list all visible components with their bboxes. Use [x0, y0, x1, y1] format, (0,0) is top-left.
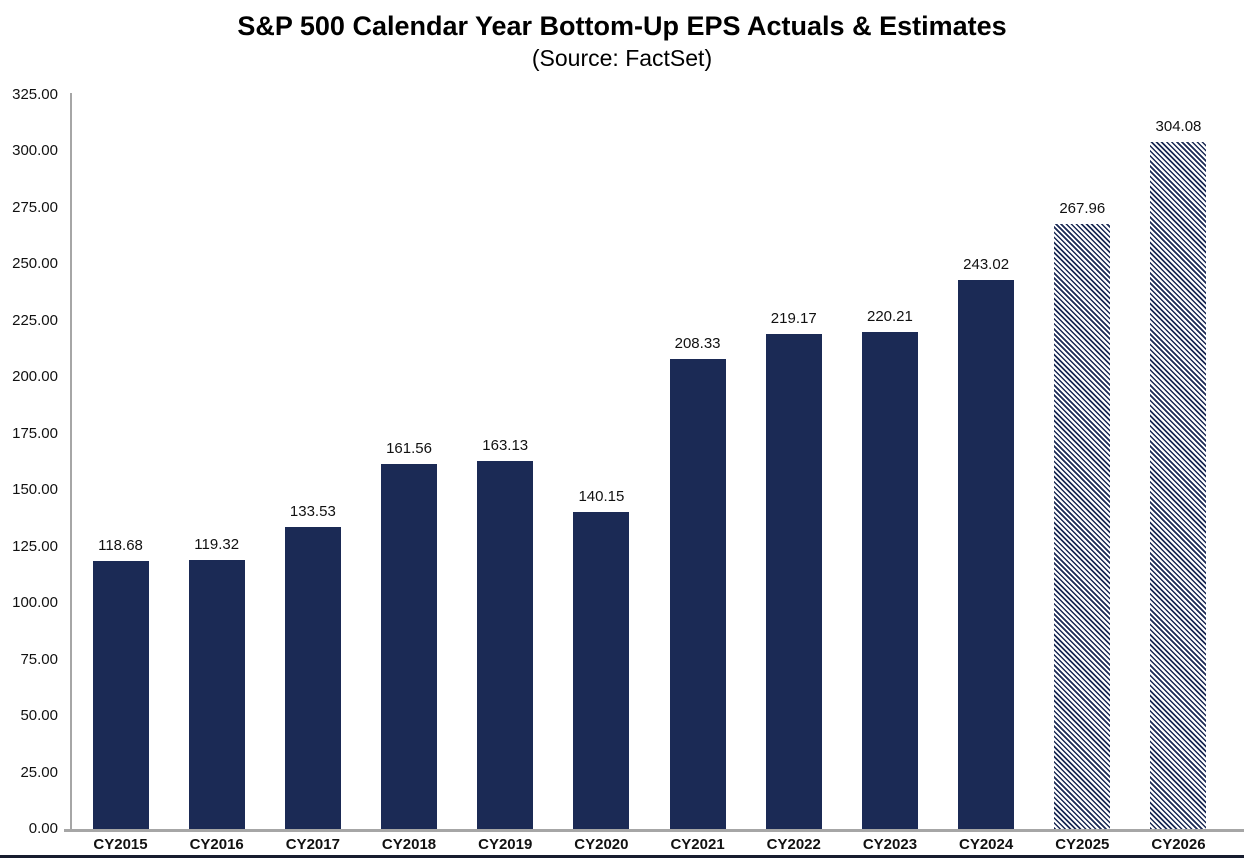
bar-CY2022	[765, 334, 822, 829]
x-tick-CY2020: CY2020	[574, 836, 629, 853]
bar-CY2016	[188, 559, 245, 829]
bar-CY2019	[477, 460, 534, 829]
y-axis-tick-label: 50.00	[20, 707, 58, 725]
value-label-CY2018: 161.56	[386, 440, 432, 458]
y-axis-tick-label: 25.00	[20, 763, 58, 781]
value-label-CY2016: 119.32	[194, 535, 240, 553]
value-label-CY2017: 133.53	[289, 503, 336, 521]
value-label-CY2025: 267.96	[1059, 199, 1106, 217]
x-tick-CY2018: CY2018	[381, 836, 437, 853]
plot-area: 0.00 25.00 50.00 75.00 100.00 125.00 150.00 175…	[12, 86, 1244, 853]
value-label-CY2026: 304.08	[1155, 118, 1202, 136]
x-axis-line	[64, 829, 1244, 832]
y-axis-tick-label: 250.00	[12, 255, 58, 273]
value-label-CY2021: 208.33	[674, 334, 721, 352]
bar-CY2024	[958, 280, 1015, 829]
value-label-CY2022: 219.17	[770, 310, 817, 328]
x-tick-CY2019: CY2019	[478, 836, 533, 853]
y-axis-tick-label: 125.00	[12, 537, 58, 555]
bar-CY2015	[92, 560, 149, 829]
y-axis-tick-label: 75.00	[20, 650, 58, 668]
x-tick-CY2016: CY2016	[189, 836, 244, 853]
y-axis-line	[70, 93, 72, 832]
value-label-CY2024: 243.02	[963, 256, 1010, 274]
bar-CY2020	[573, 512, 630, 829]
bar-CY2026-estimate	[1150, 142, 1207, 829]
x-tick-CY2026: CY2026	[1151, 836, 1206, 853]
x-tick-CY2021: CY2021	[670, 836, 725, 853]
y-axis-tick-label: 175.00	[12, 424, 58, 442]
y-axis-tick-label: 300.00	[12, 142, 58, 160]
value-label-CY2020: 140.15	[578, 488, 625, 506]
x-tick-CY2024: CY2024	[959, 836, 1014, 853]
x-tick-CY2015: CY2015	[93, 836, 148, 853]
bar-CY2023	[861, 331, 918, 829]
bar-CY2018	[381, 464, 438, 829]
x-tick-CY2023: CY2023	[862, 836, 918, 853]
value-label-CY2019: 163.13	[482, 436, 529, 454]
value-label-CY2015: 118.68	[98, 536, 143, 554]
bottom-border-line	[0, 855, 1244, 858]
x-tick-CY2017: CY2017	[285, 836, 340, 853]
y-axis-tick-label: 200.00	[12, 368, 58, 386]
value-label-CY2023: 220.21	[866, 307, 913, 325]
y-axis-tick-label: 0.00	[28, 820, 58, 837]
bar-CY2021	[669, 358, 726, 829]
y-axis-tick-label: 275.00	[12, 198, 58, 216]
x-tick-CY2025: CY2025	[1055, 836, 1110, 853]
bar-CY2017	[284, 527, 341, 829]
y-axis-tick-label: 225.00	[12, 311, 58, 329]
x-tick-CY2022: CY2022	[766, 836, 821, 853]
y-axis-tick-label: 150.00	[12, 481, 58, 499]
chart-subtitle: (Source: FactSet)	[531, 45, 713, 71]
y-axis-tick-label: 100.00	[12, 594, 58, 612]
chart-title: S&P 500 Calendar Year Bottom-Up EPS Actu…	[237, 11, 1007, 41]
bar-CY2025-estimate	[1054, 223, 1111, 829]
y-axis-tick-label: 325.00	[12, 86, 58, 103]
